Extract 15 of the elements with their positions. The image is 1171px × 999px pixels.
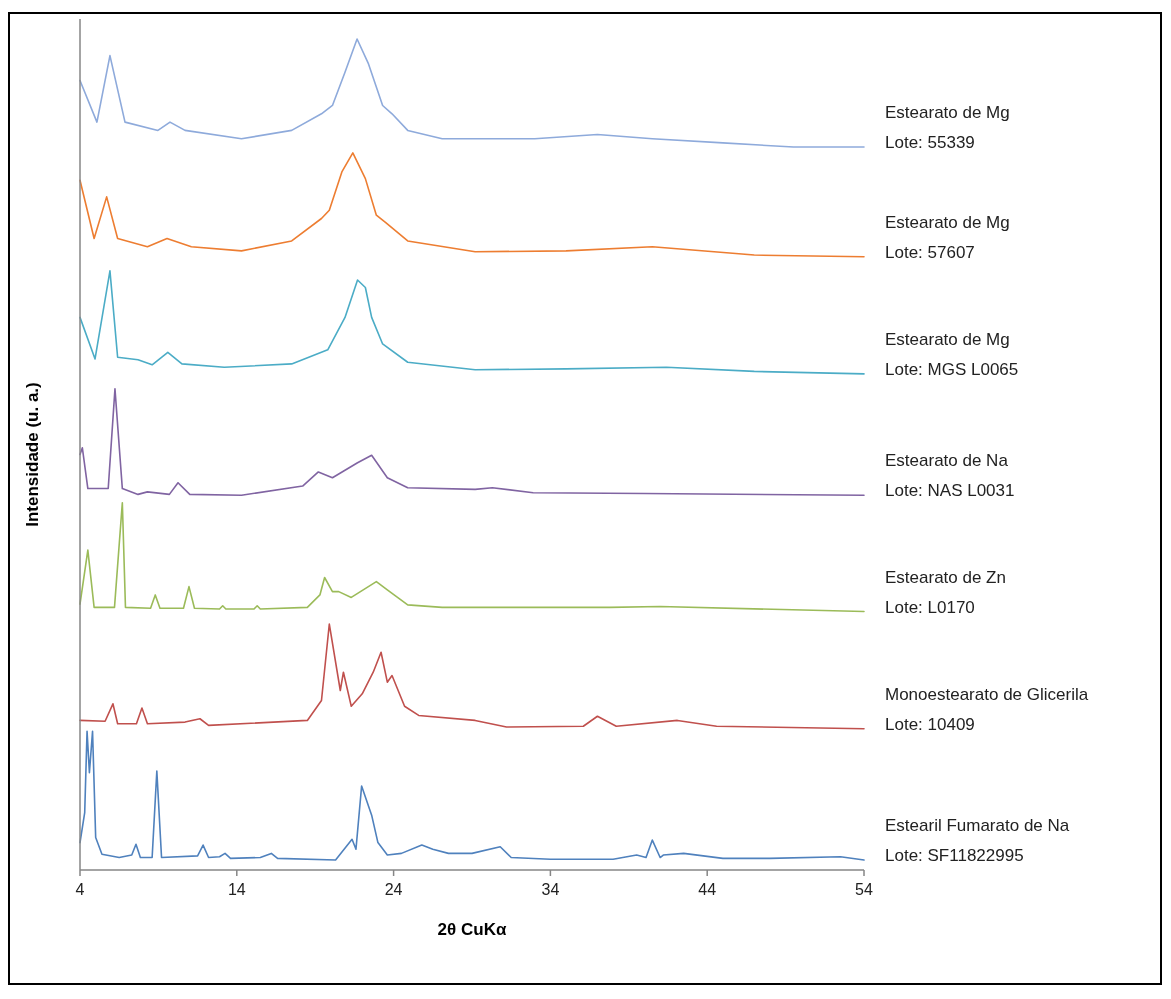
x-tick-label: 54 xyxy=(855,881,873,898)
y-axis-title: Intensidade (u. a.) xyxy=(23,382,42,527)
x-tick-label: 14 xyxy=(227,881,246,898)
x-axis-title: 2θ CuKα xyxy=(437,920,507,939)
series-label: Monoestearato de Glicerila Lote: 10409 xyxy=(885,684,1089,734)
series-label: Estearato de Na Lote: NAS L0031 xyxy=(885,451,1015,501)
series-label: Estearato de Mg Lote: MGS L0065 xyxy=(885,329,1019,379)
x-tick-label: 44 xyxy=(698,881,717,898)
series-label: Estearato de Mg Lote: 55339 xyxy=(885,103,1010,153)
series-label: Estearato de Zn Lote: L0170 xyxy=(885,567,1006,617)
series-label: Estearil Fumarato de Na Lote: SF11822995 xyxy=(885,816,1070,866)
x-tick-label: 4 xyxy=(75,881,85,898)
x-tick-label: 34 xyxy=(541,881,560,898)
x-tick-label: 24 xyxy=(384,881,403,898)
series-label: Estearato de Mg Lote: 57607 xyxy=(885,212,1010,262)
